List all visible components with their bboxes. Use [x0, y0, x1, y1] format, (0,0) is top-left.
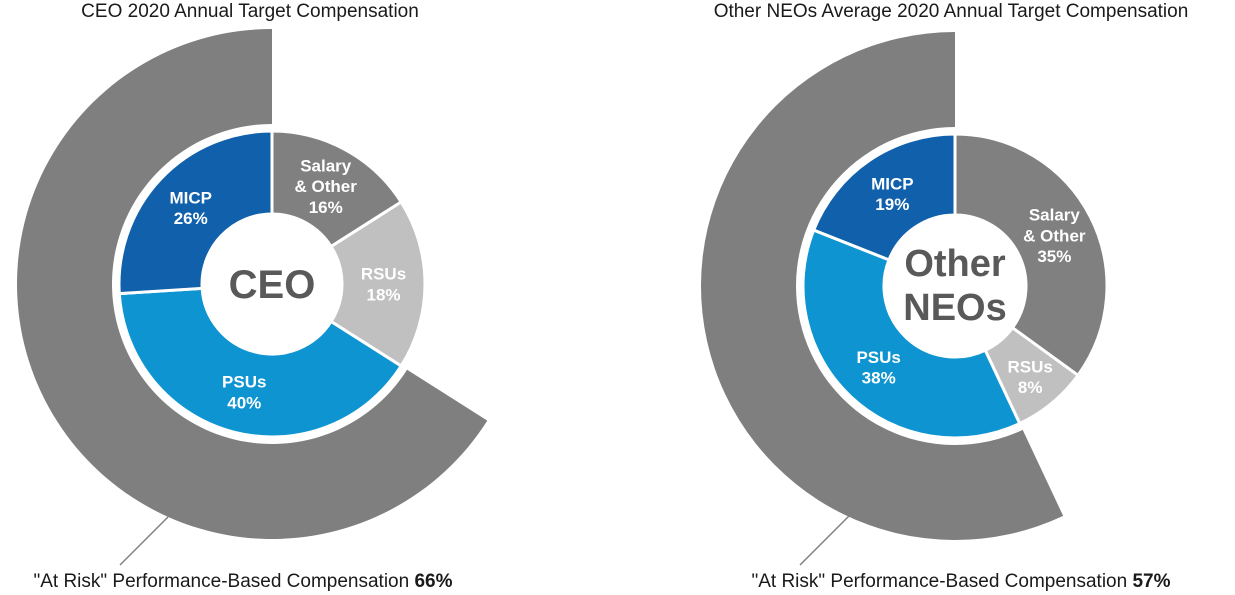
- neo-chart-title: Other NEOs Average 2020 Annual Target Co…: [714, 1, 1189, 22]
- neo-center-label: Other NEOs: [903, 243, 1006, 329]
- neo-at-risk-label: "At Risk" Performance-Based Compensation: [751, 571, 1127, 592]
- neo-slice-micp: [811, 132, 957, 262]
- neo-donut: Salary & Other 35% RSUs 8% PSUs 38% MICP 19% Othe…: [700, 32, 1109, 566]
- ceo-slice-micp: [117, 129, 274, 296]
- ceo-slice-label-micp: MICP 26%: [169, 188, 212, 228]
- ceo-slice-psus: [117, 286, 404, 439]
- neo-at-risk-ring: [700, 32, 1064, 540]
- neo-slice-label-psus: PSUs 38%: [856, 348, 900, 388]
- ceo-at-risk-leader-line: [119, 516, 169, 566]
- neo-slice-salary-other: [953, 132, 1109, 378]
- neo-slice-label-rsus: RSUs 8%: [1008, 358, 1053, 398]
- neo-at-risk-caption: "At Risk" Performance-Based Compensation…: [751, 571, 1170, 592]
- ceo-at-risk-ring: [16, 29, 488, 539]
- ceo-chart-title: CEO 2020 Annual Target Compensation: [81, 1, 419, 22]
- ceo-slice-label-salary-other: Salary & Other 16%: [295, 157, 358, 217]
- neo-slice-label-salary-other: Salary & Other 35%: [1023, 206, 1086, 266]
- neo-chart: Other NEOs Average 2020 Annual Target Co…: [700, 1, 1189, 592]
- ceo-at-risk-caption: "At Risk" Performance-Based Compensation…: [33, 571, 452, 592]
- ceo-slice-label-psus: PSUs 40%: [222, 373, 266, 413]
- ceo-center-label: CEO: [229, 263, 316, 307]
- ceo-at-risk-label: "At Risk" Performance-Based Compensation: [33, 571, 409, 592]
- ceo-chart: CEO 2020 Annual Target Compensation Sala…: [16, 1, 488, 592]
- neo-at-risk-pct: 57%: [1132, 571, 1170, 592]
- neo-slice-label-micp: MICP 19%: [871, 174, 914, 214]
- ceo-slice-label-rsus: RSUs 18%: [361, 265, 406, 305]
- ceo-donut: Salary & Other 16% RSUs 18% PSUs 40% MICP 26% CEO: [16, 29, 488, 566]
- neo-at-risk-leader-line: [799, 514, 851, 566]
- ceo-at-risk-pct: 66%: [414, 571, 452, 592]
- ceo-slice-rsus: [329, 199, 427, 369]
- neo-slice-psus: [801, 228, 1022, 440]
